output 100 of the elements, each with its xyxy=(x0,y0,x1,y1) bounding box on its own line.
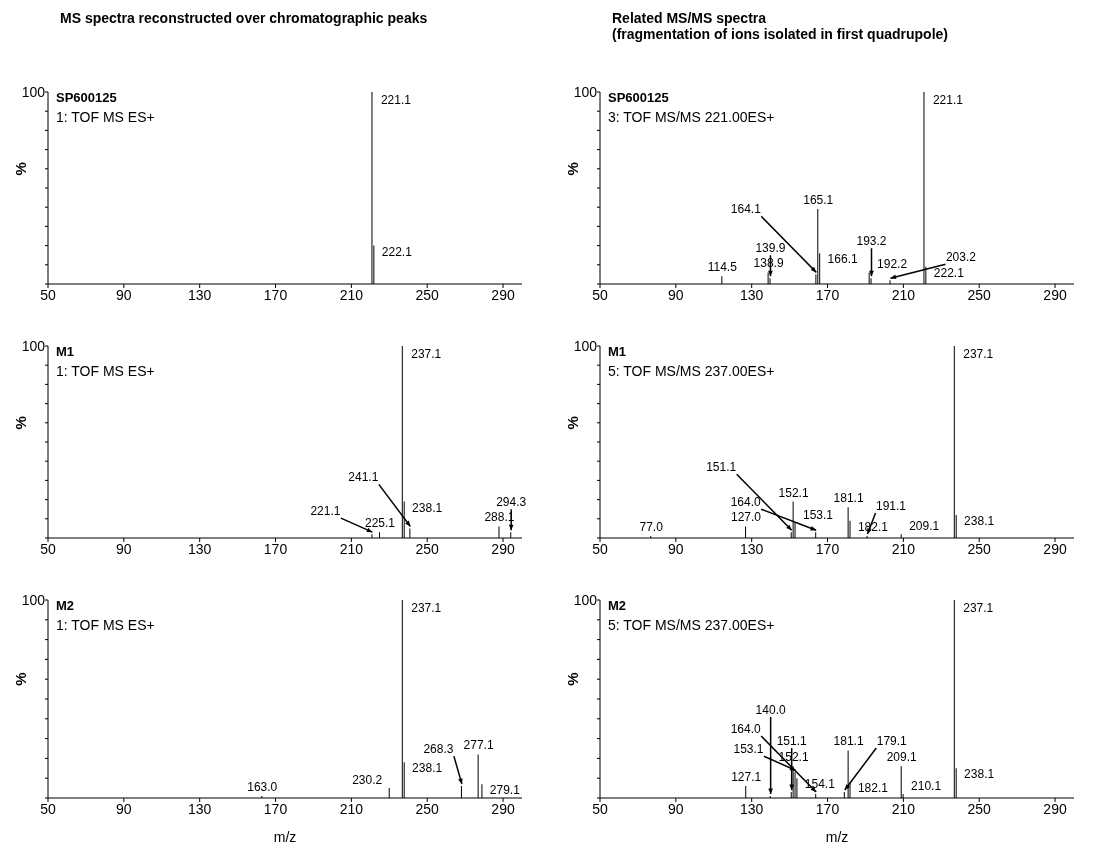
chart-subtitle: SP600125 xyxy=(56,90,117,105)
x-tick-label: 170 xyxy=(815,286,840,303)
x-tick-label: 130 xyxy=(188,286,212,303)
annotation: 164.0 xyxy=(730,722,761,737)
annotation: 238.1 xyxy=(412,500,443,515)
annotation: 277.1 xyxy=(463,738,494,753)
y-axis-title: % xyxy=(12,672,29,686)
annotation: 222.1 xyxy=(933,265,965,280)
text: 100 xyxy=(573,338,598,354)
y-axis-title: % xyxy=(564,672,581,686)
annotation: 153.1 xyxy=(733,742,764,757)
annotation: 237.1 xyxy=(963,347,994,361)
x-tick-label: 50 xyxy=(592,800,608,817)
annotation: 238.1 xyxy=(964,767,995,782)
chart-title: Related MS/MS spectra (fragmentation of ions isolated in first quadrupole) xyxy=(612,10,949,42)
annotation: 140.0 xyxy=(755,703,786,718)
x-tick-label: 250 xyxy=(415,540,440,557)
x-tick-label: 130 xyxy=(740,800,764,817)
x-tick-label: 250 xyxy=(967,540,992,557)
annotation: 209.1 xyxy=(909,519,940,534)
annotation: 1: TOF MS ES+ xyxy=(56,363,155,379)
x-axis-title: m/z xyxy=(273,829,297,845)
chart-subtitle: M2 xyxy=(608,598,627,613)
annotation: 165.1 xyxy=(803,193,834,208)
x-tick-label: 290 xyxy=(1043,286,1067,303)
x-tick-label: 250 xyxy=(415,286,440,303)
annotation: 151.1 xyxy=(706,460,737,475)
x-tick-label: 130 xyxy=(188,540,212,557)
chart-subtitle: M1 xyxy=(608,344,627,359)
chart-subtitle: SP600125 xyxy=(608,90,669,105)
x-tick-label: 290 xyxy=(491,286,515,303)
x-tick-label: 210 xyxy=(339,800,364,817)
x-tick-label: 170 xyxy=(263,540,288,557)
annotation: 139.9 xyxy=(755,241,786,256)
x-tick-label: 90 xyxy=(668,800,684,817)
annotation: 237.1 xyxy=(963,601,994,615)
x-tick-label: 130 xyxy=(740,286,764,303)
x-tick-label: 290 xyxy=(491,800,515,817)
y-axis-title: % xyxy=(12,416,29,430)
annotation: 221.1 xyxy=(310,504,341,519)
x-tick-label: 250 xyxy=(967,800,992,817)
x-tick-label: 90 xyxy=(668,540,684,557)
annotation: 164.0 xyxy=(730,495,761,510)
x-tick-label: 50 xyxy=(40,800,56,817)
x-tick-label: 290 xyxy=(1043,540,1067,557)
x-tick-label: 250 xyxy=(415,800,440,817)
annotation: 127.0 xyxy=(730,510,762,525)
text: 100 xyxy=(21,592,46,608)
annotation: 5: TOF MS/MS 237.00ES+ xyxy=(608,617,775,633)
text: 100 xyxy=(573,592,598,608)
x-tick-label: 170 xyxy=(815,540,840,557)
annotation: 181.1 xyxy=(833,491,864,506)
text: 100 xyxy=(21,84,46,100)
x-tick-label: 170 xyxy=(263,800,288,817)
annotation: 5: TOF MS/MS 237.00ES+ xyxy=(608,363,775,379)
annotation: 225.1 xyxy=(364,516,396,531)
annotation: 179.1 xyxy=(876,734,908,749)
annotation: 221.1 xyxy=(380,93,412,107)
x-tick-label: 130 xyxy=(188,800,212,817)
x-tick-label: 90 xyxy=(116,540,132,557)
annotation: 1: TOF MS ES+ xyxy=(56,109,155,125)
x-tick-label: 290 xyxy=(1043,800,1067,817)
annotation: 237.1 xyxy=(411,601,442,615)
annotation: 268.3 xyxy=(423,742,454,757)
x-tick-label: 90 xyxy=(116,286,132,303)
annotation: 163.0 xyxy=(247,780,278,795)
x-tick-label: 130 xyxy=(740,540,764,557)
x-tick-label: 170 xyxy=(263,286,288,303)
annotation: 222.1 xyxy=(381,244,413,259)
x-tick-label: 90 xyxy=(668,286,684,303)
annotation: 164.1 xyxy=(730,202,762,217)
annotation: 77.0 xyxy=(639,520,664,535)
x-tick-label: 50 xyxy=(592,286,608,303)
chart-title: MS spectra reconstructed over chromatographic peaks xyxy=(60,10,429,26)
annotation: 203.2 xyxy=(945,250,977,265)
annotation: 241.1 xyxy=(348,470,379,485)
annotation: 1: TOF MS ES+ xyxy=(56,617,155,633)
text: 100 xyxy=(21,338,46,354)
annotation: 191.1 xyxy=(876,499,907,514)
x-tick-label: 210 xyxy=(339,540,364,557)
x-tick-label: 250 xyxy=(967,286,992,303)
x-tick-label: 170 xyxy=(815,800,840,817)
annotation: 151.1 xyxy=(776,734,808,749)
y-axis-title: % xyxy=(564,416,581,430)
x-tick-label: 50 xyxy=(40,286,56,303)
annotation: 230.2 xyxy=(352,773,383,788)
x-tick-label: 50 xyxy=(40,540,56,557)
annotation: 127.1 xyxy=(731,770,762,785)
annotation: 210.1 xyxy=(911,779,942,794)
x-tick-label: 210 xyxy=(891,540,916,557)
annotation: 279.1 xyxy=(489,783,521,798)
annotation: 152.1 xyxy=(778,485,809,500)
x-tick-label: 210 xyxy=(891,800,916,817)
annotation: 181.1 xyxy=(833,734,864,749)
annotation: 166.1 xyxy=(827,252,858,267)
annotation: 3: TOF MS/MS 221.00ES+ xyxy=(608,109,775,125)
annotation: 238.1 xyxy=(412,761,443,776)
annotation: 182.1 xyxy=(857,781,889,796)
annotation: 114.5 xyxy=(707,260,738,275)
y-axis-title: % xyxy=(564,162,581,176)
